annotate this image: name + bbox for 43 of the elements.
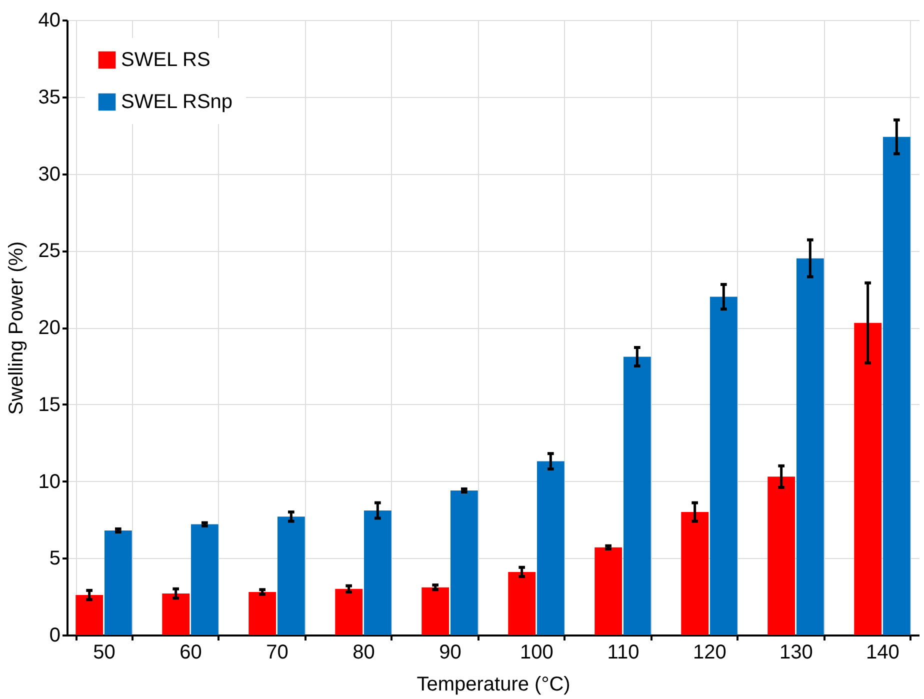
y-tick-label: 35 (38, 86, 60, 108)
legend-label: SWEL RS (121, 49, 210, 71)
bar (364, 510, 392, 635)
y-tick-label: 25 (38, 240, 60, 262)
bar (882, 136, 910, 635)
y-tick-label: 5 (49, 548, 60, 570)
bar (536, 461, 564, 635)
x-axis-title: Temperature (°C) (416, 674, 570, 696)
bar (681, 512, 709, 635)
x-tick-label: 100 (520, 642, 554, 664)
y-tick-label: 40 (38, 10, 60, 32)
y-axis-title: Swelling Power (%) (5, 241, 28, 415)
y-tick-label: 10 (38, 470, 60, 493)
bar (277, 516, 305, 635)
bar (76, 595, 104, 635)
bar (190, 524, 218, 635)
bar (796, 258, 824, 635)
bar (508, 572, 536, 635)
y-tick-label: 30 (38, 163, 60, 186)
bar (450, 490, 478, 635)
x-tick-label: 70 (266, 642, 288, 664)
bar (335, 588, 363, 635)
bar (710, 296, 738, 635)
bar (104, 530, 132, 635)
x-tick-label: 120 (693, 642, 726, 664)
legend-label: SWEL RSnp (121, 91, 233, 113)
bar (594, 547, 622, 635)
x-tick-label: 110 (607, 642, 640, 664)
y-tick-label: 15 (38, 394, 60, 416)
x-tick-label: 60 (180, 642, 202, 664)
bar (854, 322, 882, 635)
x-tick-label: 140 (866, 642, 900, 664)
x-tick-label: 130 (780, 642, 813, 664)
x-tick-label: 90 (439, 642, 462, 664)
x-tick-label: 80 (352, 642, 375, 664)
y-tick-label: 20 (38, 317, 60, 339)
y-tick-label: 0 (49, 624, 60, 646)
bar (422, 587, 450, 635)
bar (248, 592, 276, 635)
bar (623, 356, 651, 635)
bar (768, 476, 796, 635)
bar (162, 593, 190, 635)
x-tick-label: 50 (93, 642, 116, 664)
